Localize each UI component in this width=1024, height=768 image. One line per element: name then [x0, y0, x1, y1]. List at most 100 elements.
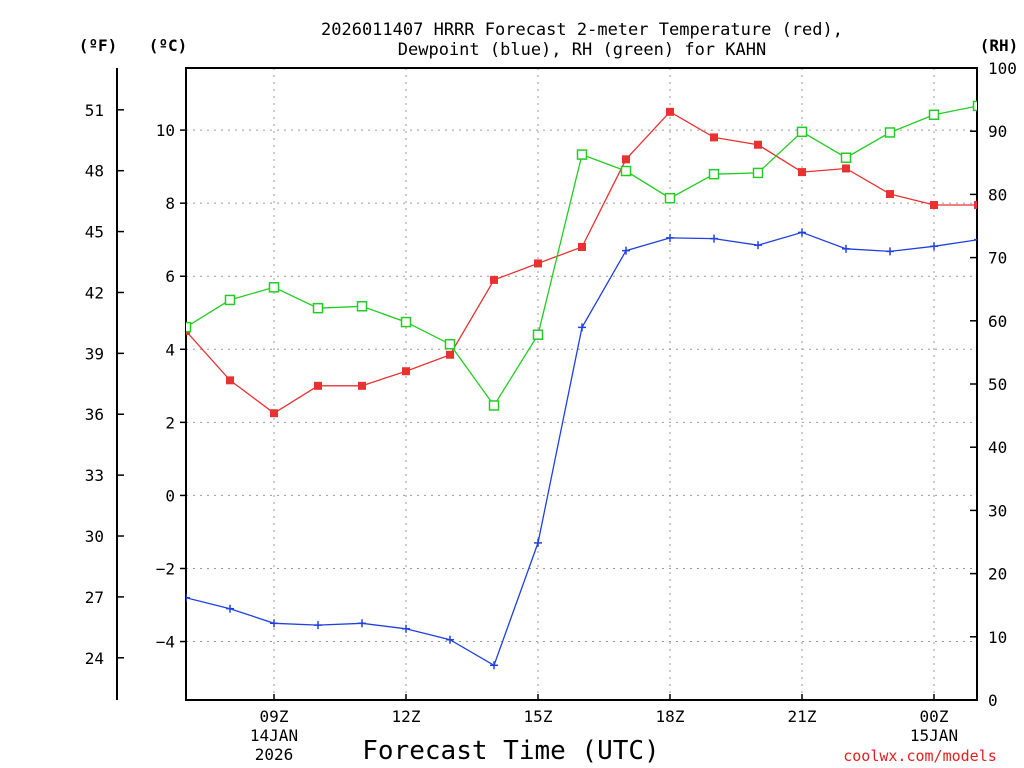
x-tick-label-4: 21Z [788, 707, 817, 726]
celsius-tick-label-0: −4 [156, 633, 175, 652]
temperature-point-11 [666, 107, 674, 116]
dewpoint-point-4 [358, 619, 366, 628]
rh-point-10 [620, 165, 632, 177]
celsius-tick-label-5: 6 [165, 267, 175, 286]
rh-tick-label-0: 0 [988, 691, 998, 710]
celsius-tick-label-4: 4 [165, 340, 175, 359]
dewpoint-point-13 [754, 241, 762, 250]
rh-tick-label-8: 80 [988, 185, 1007, 204]
x-tick-label-5: 00Z [920, 707, 949, 726]
temperature-point-3 [314, 381, 322, 390]
celsius-tick-label-6: 8 [165, 194, 175, 213]
temperature-point-1 [226, 376, 234, 385]
dewpoint-line [186, 231, 977, 667]
celsius-tick-label-3: 2 [165, 413, 175, 432]
grid-lines [186, 68, 977, 700]
dewpoint-point-12 [710, 234, 718, 243]
dewpoint-point-9 [578, 323, 586, 332]
rh-point-9 [576, 149, 588, 160]
watermark-text: coolwx.com/models [843, 747, 997, 765]
rh-point-13 [752, 167, 764, 179]
x-axis-label: Forecast Time (UTC) [362, 736, 659, 766]
rh-unit-label: (RH) [980, 36, 1019, 55]
temperature-point-12 [710, 133, 718, 142]
rh-point-16 [884, 127, 896, 138]
dewpoint-point-5 [402, 624, 410, 633]
rh-point-4 [356, 301, 368, 312]
fahrenheit-tick-label-9: 51 [85, 101, 104, 120]
dewpoint-point-15 [842, 244, 850, 253]
temperature-point-17 [930, 200, 938, 209]
temperature-point-9 [578, 243, 586, 252]
dewpoint-point-3 [314, 621, 322, 630]
fahrenheit-tick-label-1: 27 [85, 588, 104, 607]
rh-point-7 [488, 400, 500, 411]
temperature-point-13 [754, 140, 762, 149]
dewpoint-point-7 [490, 661, 498, 670]
temperature-point-7 [490, 275, 498, 284]
rh-line [186, 105, 977, 407]
temperature-point-14 [798, 168, 806, 177]
x-tick-label-0: 09Z [260, 707, 289, 726]
dewpoint-point-6 [446, 635, 454, 644]
x-tick-date-0: 14JAN [250, 726, 298, 745]
temperature-point-10 [622, 155, 630, 164]
chart-title-line2: Dewpoint (blue), RH (green) for KAHN [398, 40, 766, 60]
rh-point-12 [708, 168, 720, 180]
temperature-point-5 [402, 367, 410, 376]
x-tick-date-5: 15JAN [910, 726, 958, 745]
rh-point-3 [312, 302, 324, 314]
dewpoint-point-17 [930, 242, 938, 251]
dewpoint-point-0 [186, 593, 190, 602]
fahrenheit-tick-label-7: 45 [85, 223, 104, 242]
temperature-point-19 [1018, 201, 1024, 209]
rh-point-2 [268, 282, 280, 293]
rh-tick-label-4: 40 [988, 438, 1007, 457]
fahrenheit-tick-label-4: 36 [85, 405, 104, 424]
rh-point-15 [840, 152, 852, 163]
temperature-point-6 [446, 350, 454, 359]
dewpoint-point-14 [798, 228, 806, 237]
rh-point-17 [928, 109, 940, 121]
dewpoint-point-1 [226, 604, 234, 613]
rh-tick-label-2: 20 [988, 565, 1007, 584]
dewpoint-point-8 [534, 538, 542, 547]
rh-tick-label-10: 100 [988, 59, 1017, 78]
dewpoint-point-19 [1018, 228, 1024, 236]
celsius-tick-label-1: −2 [156, 559, 175, 578]
rh-point-19 [1018, 89, 1024, 98]
rh-point-8 [532, 329, 544, 340]
rh-point-0 [186, 321, 192, 333]
fahrenheit-tick-label-3: 33 [85, 466, 104, 485]
dewpoint-point-16 [886, 247, 894, 256]
celsius-tick-label-7: 10 [156, 121, 175, 140]
tick-labels: 24273033363942454851−4−20246810010203040… [85, 59, 1017, 764]
rh-tick-label-6: 60 [988, 312, 1007, 331]
rh-tick-label-1: 10 [988, 628, 1007, 647]
dewpoint-point-18 [974, 238, 977, 241]
rh-point-1 [224, 294, 236, 306]
dewpoint-point-2 [270, 619, 278, 628]
fahrenheit-tick-label-2: 30 [85, 527, 104, 546]
temperature-point-18 [974, 200, 977, 209]
celsius-tick-label-2: 0 [165, 486, 175, 505]
rh-point-5 [400, 316, 412, 328]
rh-point-11 [664, 192, 676, 204]
temperature-point-4 [358, 381, 366, 390]
fahrenheit-tick-label-0: 24 [85, 649, 104, 668]
temperature-point-15 [842, 164, 850, 173]
rh-tick-label-5: 50 [988, 375, 1007, 394]
temperature-point-16 [886, 190, 894, 199]
fahrenheit-tick-label-5: 39 [85, 344, 104, 363]
chart-title-line1: 2026011407 HRRR Forecast 2-meter Tempera… [321, 20, 843, 40]
rh-tick-label-3: 30 [988, 501, 1007, 520]
fahrenheit-unit-label: (ºF) [79, 36, 118, 55]
celsius-unit-label: (ºC) [149, 36, 188, 55]
rh-tick-label-9: 90 [988, 122, 1007, 141]
dewpoint-point-11 [666, 233, 674, 242]
rh-point-18 [972, 100, 977, 112]
rh-tick-label-7: 70 [988, 249, 1007, 268]
dewpoint-point-10 [622, 246, 630, 255]
temperature-point-2 [270, 409, 278, 418]
